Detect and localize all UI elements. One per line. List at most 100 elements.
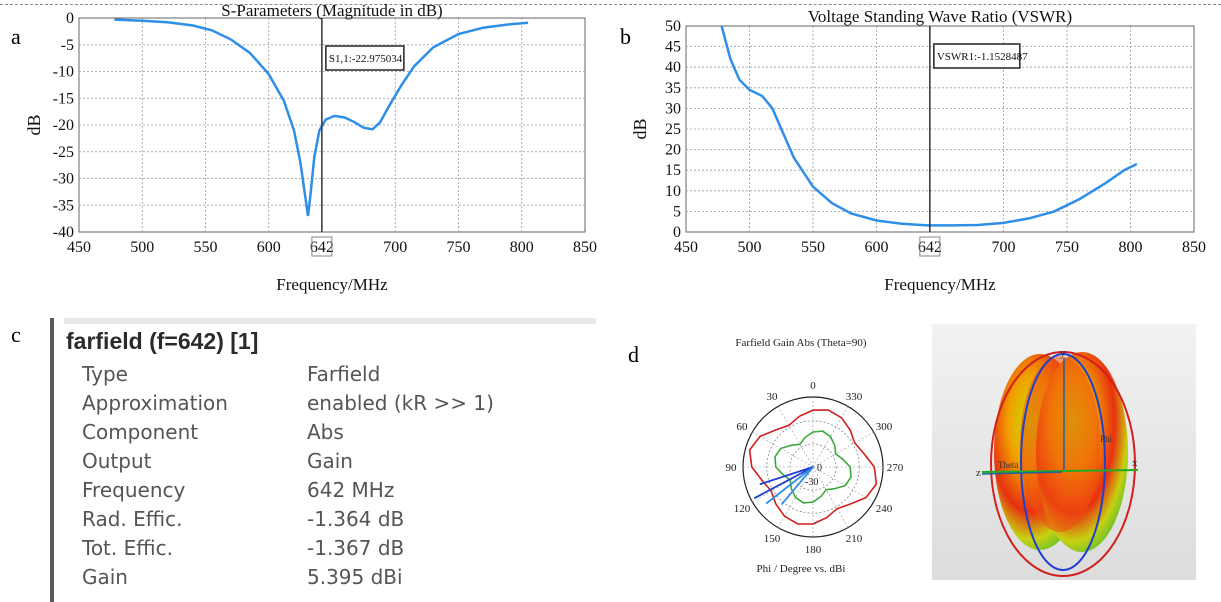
x-tick-label: 642 xyxy=(310,239,334,256)
panel-label-b: b xyxy=(620,24,631,49)
polar-angle-label: 60 xyxy=(736,421,748,433)
panel-label-a: a xyxy=(11,24,21,49)
marker-label-box xyxy=(933,43,1021,69)
polar-angle-label: 0 xyxy=(810,380,816,392)
farfield-row-value: Farfield xyxy=(307,362,381,386)
polar-x-label: Phi / Degree vs. dBi xyxy=(757,563,846,575)
axis-label-z: z xyxy=(976,467,981,479)
x-tick-label: 450 xyxy=(67,239,91,256)
marker-label: S1,1:-22.975034 xyxy=(329,53,403,65)
x-tick-label: 800 xyxy=(1119,239,1143,256)
farfield-row-value: Gain xyxy=(307,449,353,473)
x-tick-label: 700 xyxy=(383,239,407,256)
phi-ring-blue xyxy=(1020,353,1106,571)
farfield-row-key: Output xyxy=(82,449,152,473)
polar-angle-label: 270 xyxy=(887,462,904,474)
polar-angle-label: 90 xyxy=(726,462,738,474)
phi-label: Phi xyxy=(1100,434,1113,444)
farfield-row: Type Farfield xyxy=(82,362,592,391)
y-tick-label: 0 xyxy=(66,10,74,27)
y-tick-label: 35 xyxy=(665,80,681,97)
farfield-row-value: 642 MHz xyxy=(307,478,395,502)
x-tick-label: 550 xyxy=(801,239,825,256)
farfield-row-value: -1.364 dB xyxy=(307,507,405,531)
y-tick-label: 0 xyxy=(673,224,681,241)
farfield-row-value: 5.395 dBi xyxy=(307,565,403,589)
y-tick-label: 20 xyxy=(665,142,681,159)
y-tick-label: -30 xyxy=(53,171,74,188)
polar-series-line xyxy=(774,430,852,504)
farfield-row-key: Component xyxy=(82,420,199,444)
farfield-row: Frequency 642 MHz xyxy=(82,478,592,507)
y-tick-label: 50 xyxy=(665,18,681,35)
y-tick-label: 40 xyxy=(665,59,681,76)
marker-label-box xyxy=(325,45,405,71)
polar-grid-circle xyxy=(789,443,837,491)
polar-beam-line xyxy=(759,466,814,486)
chart-title: Voltage Standing Wave Ratio (VSWR) xyxy=(808,7,1072,26)
polar-grid-spoke xyxy=(812,431,874,468)
polar-angle-label: 300 xyxy=(876,421,893,433)
z-axis-line xyxy=(981,471,1063,475)
x-tick-label: 750 xyxy=(1055,239,1079,256)
x-tick-label: 500 xyxy=(130,239,154,256)
y-tick-label: 45 xyxy=(665,39,681,56)
series-line xyxy=(720,25,1138,227)
polar-beam-line xyxy=(780,466,814,506)
y-axis-label: dB xyxy=(630,118,650,139)
polar-grid-spoke xyxy=(812,466,874,503)
y-tick-label: -5 xyxy=(61,37,74,54)
polar-angle-label: 150 xyxy=(764,533,781,545)
farfield-row-key: Rad. Effic. xyxy=(82,507,183,531)
polar-beam-line xyxy=(765,466,814,505)
polar-grid-spoke xyxy=(777,406,814,468)
farfield-row: Output Gain xyxy=(82,449,592,478)
x-tick-label: 642 xyxy=(918,239,942,256)
top-divider xyxy=(0,0,1221,5)
theta-label: Theta xyxy=(998,460,1019,470)
y-tick-label: -10 xyxy=(53,64,74,81)
polar-grid-spoke xyxy=(752,431,814,468)
farfield-row-key: Type xyxy=(82,362,128,386)
x-tick-label: 850 xyxy=(1182,239,1206,256)
x-tick-label: 850 xyxy=(573,239,597,256)
x-tick-label: 600 xyxy=(257,239,281,256)
y-tick-label: 5 xyxy=(673,203,681,220)
farfield-row: Approximation enabled (kR >> 1) xyxy=(82,391,592,420)
x-tick-label: 450 xyxy=(674,239,698,256)
y-tick-label: 30 xyxy=(665,100,681,117)
farfield-polar-panel: Farfield Gain Abs (Theta=90) 0 30 60 90 120 15… xyxy=(672,324,930,580)
x-tick-label: 600 xyxy=(865,239,889,256)
farfield-row-value: -1.367 dB xyxy=(307,536,405,560)
farfield-polar-chart: Farfield Gain Abs (Theta=90) 0 30 60 90 120 15… xyxy=(726,337,904,575)
y-tick-label: 25 xyxy=(665,121,681,138)
y-axis-label: dB xyxy=(24,114,44,135)
farfield-row-value: Abs xyxy=(307,420,344,444)
polar-angle-label: 30 xyxy=(767,391,779,403)
x-tick-label: 800 xyxy=(510,239,534,256)
farfield-row: Gain 5.395 dBi xyxy=(82,565,592,594)
y-tick-label: -15 xyxy=(53,90,74,107)
polar-title: Farfield Gain Abs (Theta=90) xyxy=(735,337,866,349)
marker-tick-box xyxy=(919,236,941,257)
y-tick-label: -35 xyxy=(53,197,74,214)
x-axis-label: Frequency/MHz xyxy=(884,275,996,294)
farfield-properties-panel: farfield (f=642) [1] Type Farfield Approxi… xyxy=(50,318,596,602)
pattern-lobe-center xyxy=(1020,356,1100,532)
polar-radial-label: -30 xyxy=(805,477,818,488)
farfield-row-key: Gain xyxy=(82,565,128,589)
chart-title: S-Parameters (Magnitude in dB) xyxy=(221,1,442,20)
axis-label-y: y xyxy=(1060,347,1066,359)
panel-top-bar xyxy=(64,318,596,324)
panel-label-c: c xyxy=(11,322,21,347)
polar-angle-label: 210 xyxy=(846,533,863,545)
x-axis-line xyxy=(981,469,1139,473)
polar-beam-line xyxy=(753,466,814,500)
y-tick-label: -40 xyxy=(53,224,74,241)
y-tick-label: 10 xyxy=(665,183,681,200)
y-tick-label: 15 xyxy=(665,162,681,179)
polar-angle-label: 330 xyxy=(846,391,863,403)
farfield-title: farfield (f=642) [1] xyxy=(66,328,259,354)
farfield-row: Component Abs xyxy=(82,420,592,449)
